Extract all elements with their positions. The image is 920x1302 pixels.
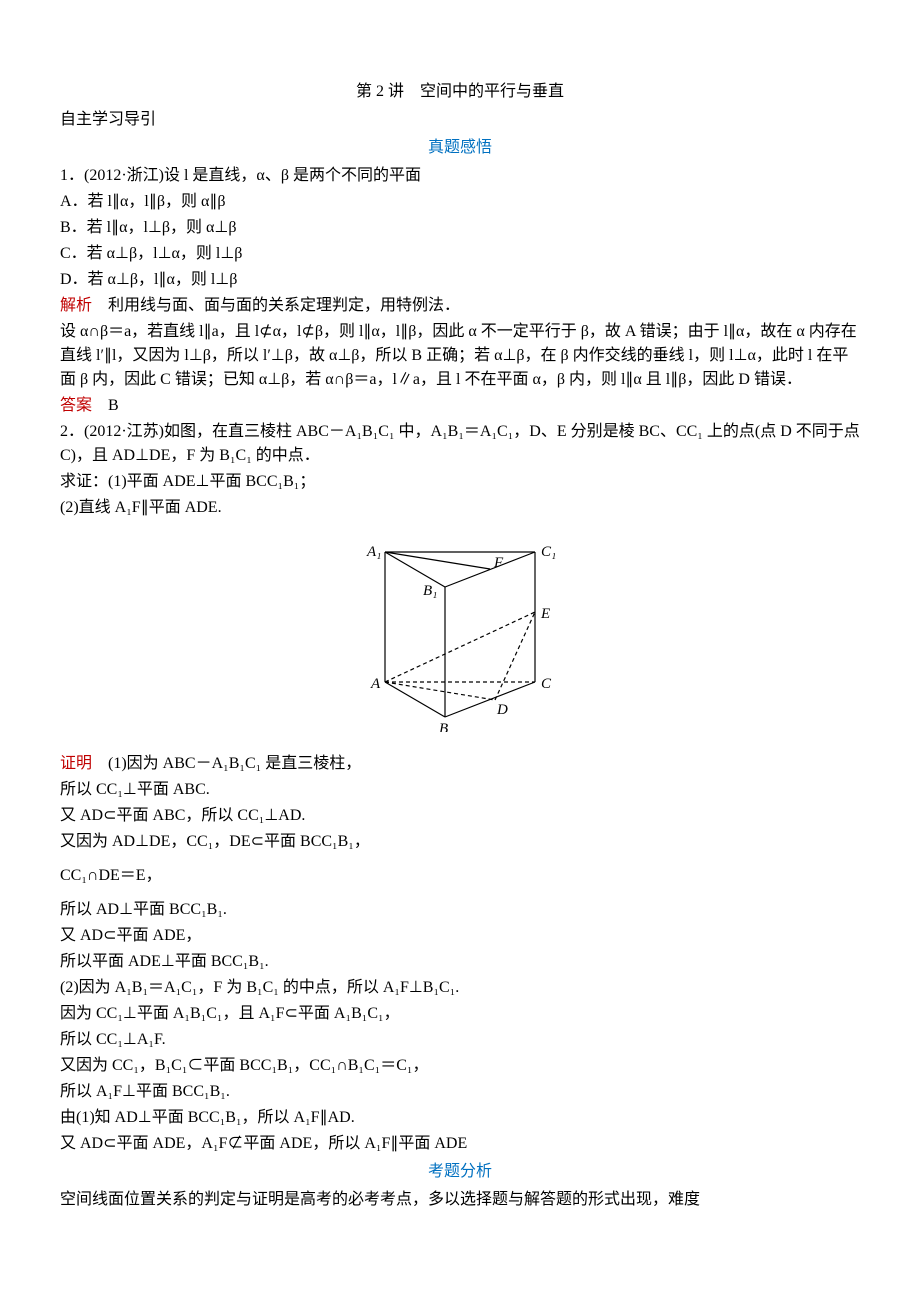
section-header-1: 真题感悟: [60, 136, 860, 160]
q2-p14: 由(1)知 AD⊥平面 BCC₁B₁，所以 A₁F∥AD.: [60, 1106, 860, 1130]
q1-option-d: D．若 α⊥β，l∥α，则 l⊥β: [60, 268, 860, 292]
svg-text:B₁: B₁: [423, 583, 437, 599]
q1-answer-line: 答案 B: [60, 394, 860, 418]
q1-stem: 1．(2012·浙江)设 l 是直线，α、β 是两个不同的平面: [60, 164, 860, 188]
svg-text:C₁: C₁: [541, 544, 556, 560]
q2-ask-2: (2)直线 A₁F∥平面 ADE.: [60, 496, 860, 520]
svg-text:A: A: [370, 676, 381, 692]
svg-text:F: F: [493, 555, 504, 571]
q1-explanation-line: 解析 利用线与面、面与面的关系定理判定，用特例法．: [60, 294, 860, 318]
q2-p10: 因为 CC₁⊥平面 A₁B₁C₁，且 A₁F⊂平面 A₁B₁C₁，: [60, 1002, 860, 1026]
q2-p11: 所以 CC₁⊥A₁F.: [60, 1028, 860, 1052]
q1-explanation-body: 设 α∩β＝a，若直线 l∥a，且 l⊄α，l⊄β，则 l∥α，l∥β，因此 α…: [60, 320, 860, 392]
q2-p7: 又 AD⊂平面 ADE，: [60, 924, 860, 948]
q2-p8: 所以平面 ADE⊥平面 BCC₁B₁.: [60, 950, 860, 974]
q1-option-a: A．若 l∥α，l∥β，则 α∥β: [60, 190, 860, 214]
prism-figure: A₁ C₁ B₁ A C B F E D: [60, 532, 860, 740]
q1-option-b: B．若 l∥α，l⊥β，则 α⊥β: [60, 216, 860, 240]
q2-p2: 所以 CC₁⊥平面 ABC.: [60, 778, 860, 802]
q2-proof-line: 证明 (1)因为 ABC－A₁B₁C₁ 是直三棱柱，: [60, 752, 860, 776]
proof-label: 证明: [60, 755, 92, 772]
q1-answer: B: [92, 397, 119, 414]
svg-text:B: B: [439, 721, 448, 732]
q1-exp-lead: 利用线与面、面与面的关系定理判定，用特例法．: [92, 297, 460, 314]
explanation-label: 解析: [60, 297, 92, 314]
q1-option-c: C．若 α⊥β，l⊥α，则 l⊥β: [60, 242, 860, 266]
section2-body: 空间线面位置关系的判定与证明是高考的必考考点，多以选择题与解答题的形式出现，难度: [60, 1188, 860, 1212]
svg-text:E: E: [540, 606, 550, 622]
q2-p12: 又因为 CC₁，B₁C₁⊂平面 BCC₁B₁，CC₁∩B₁C₁＝C₁，: [60, 1054, 860, 1078]
svg-text:C: C: [541, 676, 552, 692]
q2-p9: (2)因为 A₁B₁＝A₁C₁，F 为 B₁C₁ 的中点，所以 A₁F⊥B₁C₁…: [60, 976, 860, 1000]
answer-label: 答案: [60, 397, 92, 414]
q2-p4: 又因为 AD⊥DE，CC₁，DE⊂平面 BCC₁B₁，: [60, 830, 860, 854]
svg-text:A₁: A₁: [366, 544, 381, 560]
q2-p6: 所以 AD⊥平面 BCC₁B₁.: [60, 898, 860, 922]
doc-title: 第 2 讲 空间中的平行与垂直: [60, 80, 860, 104]
q2-p13: 所以 A₁F⊥平面 BCC₁B₁.: [60, 1080, 860, 1104]
q2-ask-1: 求证：(1)平面 ADE⊥平面 BCC₁B₁；: [60, 470, 860, 494]
q2-p15: 又 AD⊂平面 ADE，A₁F⊄平面 ADE，所以 A₁F∥平面 ADE: [60, 1132, 860, 1156]
q2-p5: CC₁∩DE＝E，: [60, 864, 860, 888]
doc-subtitle: 自主学习导引: [60, 108, 860, 132]
section-header-2: 考题分析: [60, 1160, 860, 1184]
q2-p1: (1)因为 ABC－A₁B₁C₁ 是直三棱柱，: [92, 755, 361, 772]
prism-svg: A₁ C₁ B₁ A C B F E D: [350, 532, 570, 732]
svg-text:D: D: [496, 702, 508, 718]
q2-stem: 2．(2012·江苏)如图，在直三棱柱 ABC－A₁B₁C₁ 中，A₁B₁＝A₁…: [60, 420, 860, 468]
q2-p3: 又 AD⊂平面 ABC，所以 CC₁⊥AD.: [60, 804, 860, 828]
